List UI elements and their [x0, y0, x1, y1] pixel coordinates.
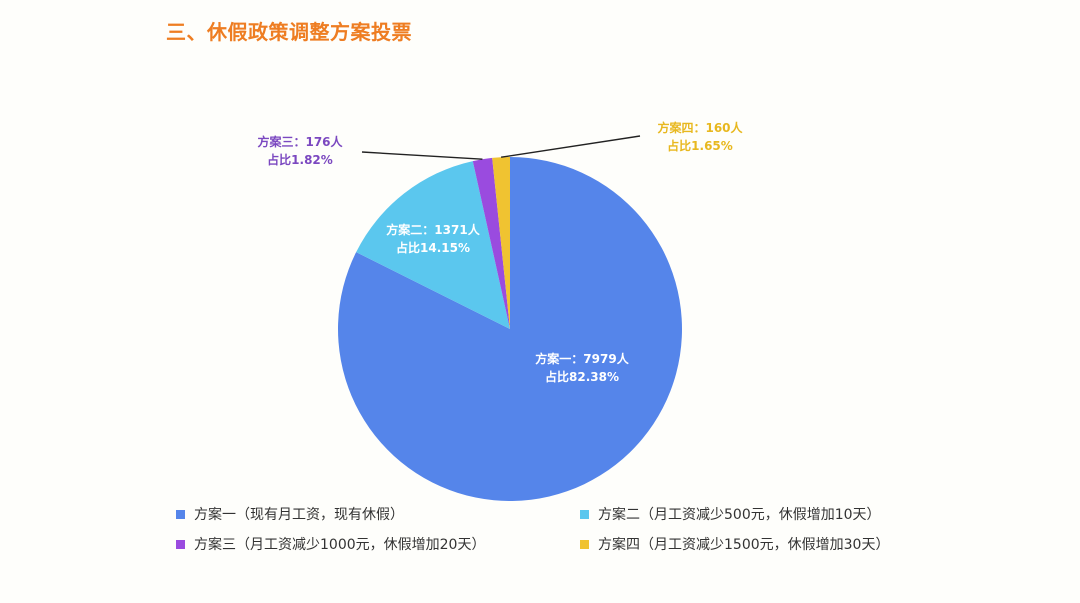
chart-legend: 方案一（现有月工资，现有休假） 方案二（月工资减少500元，休假增加10天） 方…	[176, 503, 936, 563]
legend-item-plan-4[interactable]: 方案四（月工资减少1500元，休假增加30天）	[580, 533, 889, 555]
legend-label: 方案一（现有月工资，现有休假）	[194, 507, 404, 523]
leader-line	[361, 151, 483, 160]
pie-slice-plan-3[interactable]	[472, 157, 510, 329]
pie-slice-plan-4[interactable]	[492, 157, 510, 329]
legend-swatch	[176, 509, 185, 519]
pie-slice-plan-1[interactable]	[337, 157, 682, 501]
data-label-count: 方案三：176人	[257, 134, 343, 149]
data-label-count: 方案二：1371人	[386, 222, 480, 237]
legend-label: 方案三（月工资减少1000元，休假增加20天）	[194, 537, 486, 553]
page-title: 三、休假政策调整方案投票	[166, 20, 412, 44]
legend-item-plan-2[interactable]: 方案二（月工资减少500元，休假增加10天）	[580, 503, 881, 525]
legend-item-plan-1[interactable]: 方案一（现有月工资，现有休假）	[176, 503, 404, 525]
legend-label: 方案二（月工资减少500元，休假增加10天）	[598, 507, 881, 523]
data-label-percent: 占比1.82%	[267, 152, 333, 167]
leader-lines	[361, 135, 641, 160]
data-label-count: 方案一：7979人	[535, 351, 629, 366]
leader-line	[500, 135, 641, 158]
legend-swatch	[580, 539, 589, 549]
legend-swatch	[580, 509, 589, 519]
data-label-count: 方案四：160人	[657, 120, 743, 135]
legend-swatch	[176, 539, 185, 549]
data-label-percent: 占比1.65%	[667, 138, 733, 153]
data-label-percent: 占比82.38%	[545, 369, 619, 384]
legend-item-plan-3[interactable]: 方案三（月工资减少1000元，休假增加20天）	[176, 533, 485, 555]
pie-slices	[337, 157, 682, 501]
pie-slice-plan-2[interactable]	[356, 161, 510, 329]
legend-label: 方案四（月工资减少1500元，休假增加30天）	[598, 537, 890, 553]
data-label-percent: 占比14.15%	[396, 240, 470, 255]
